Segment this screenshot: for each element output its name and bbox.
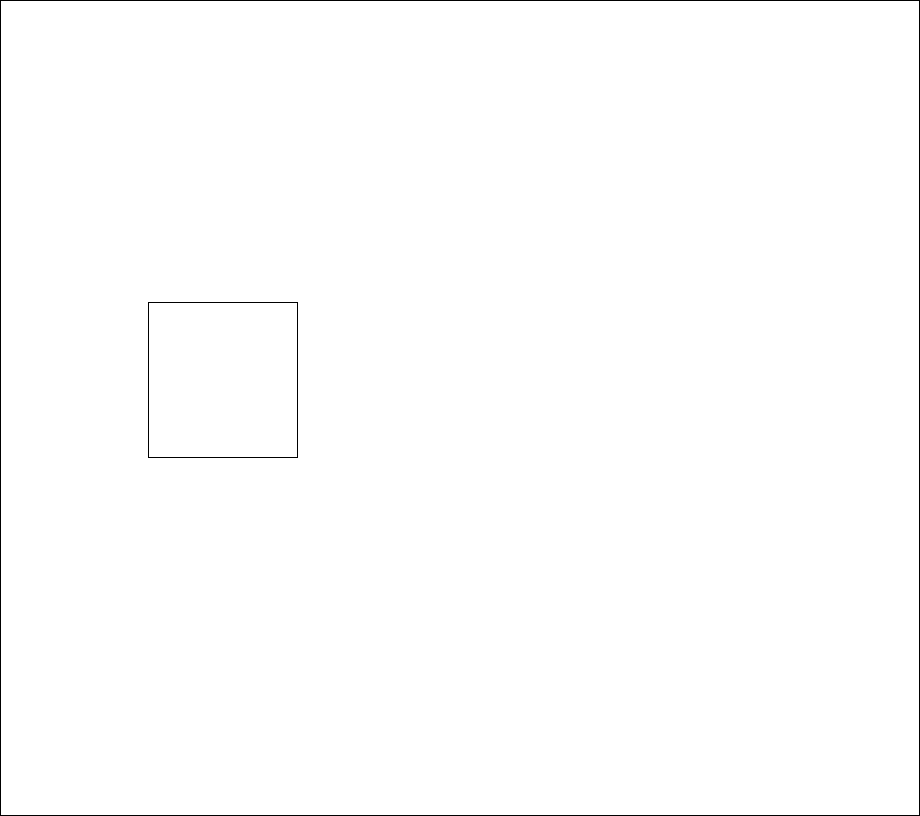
legend (148, 302, 298, 458)
